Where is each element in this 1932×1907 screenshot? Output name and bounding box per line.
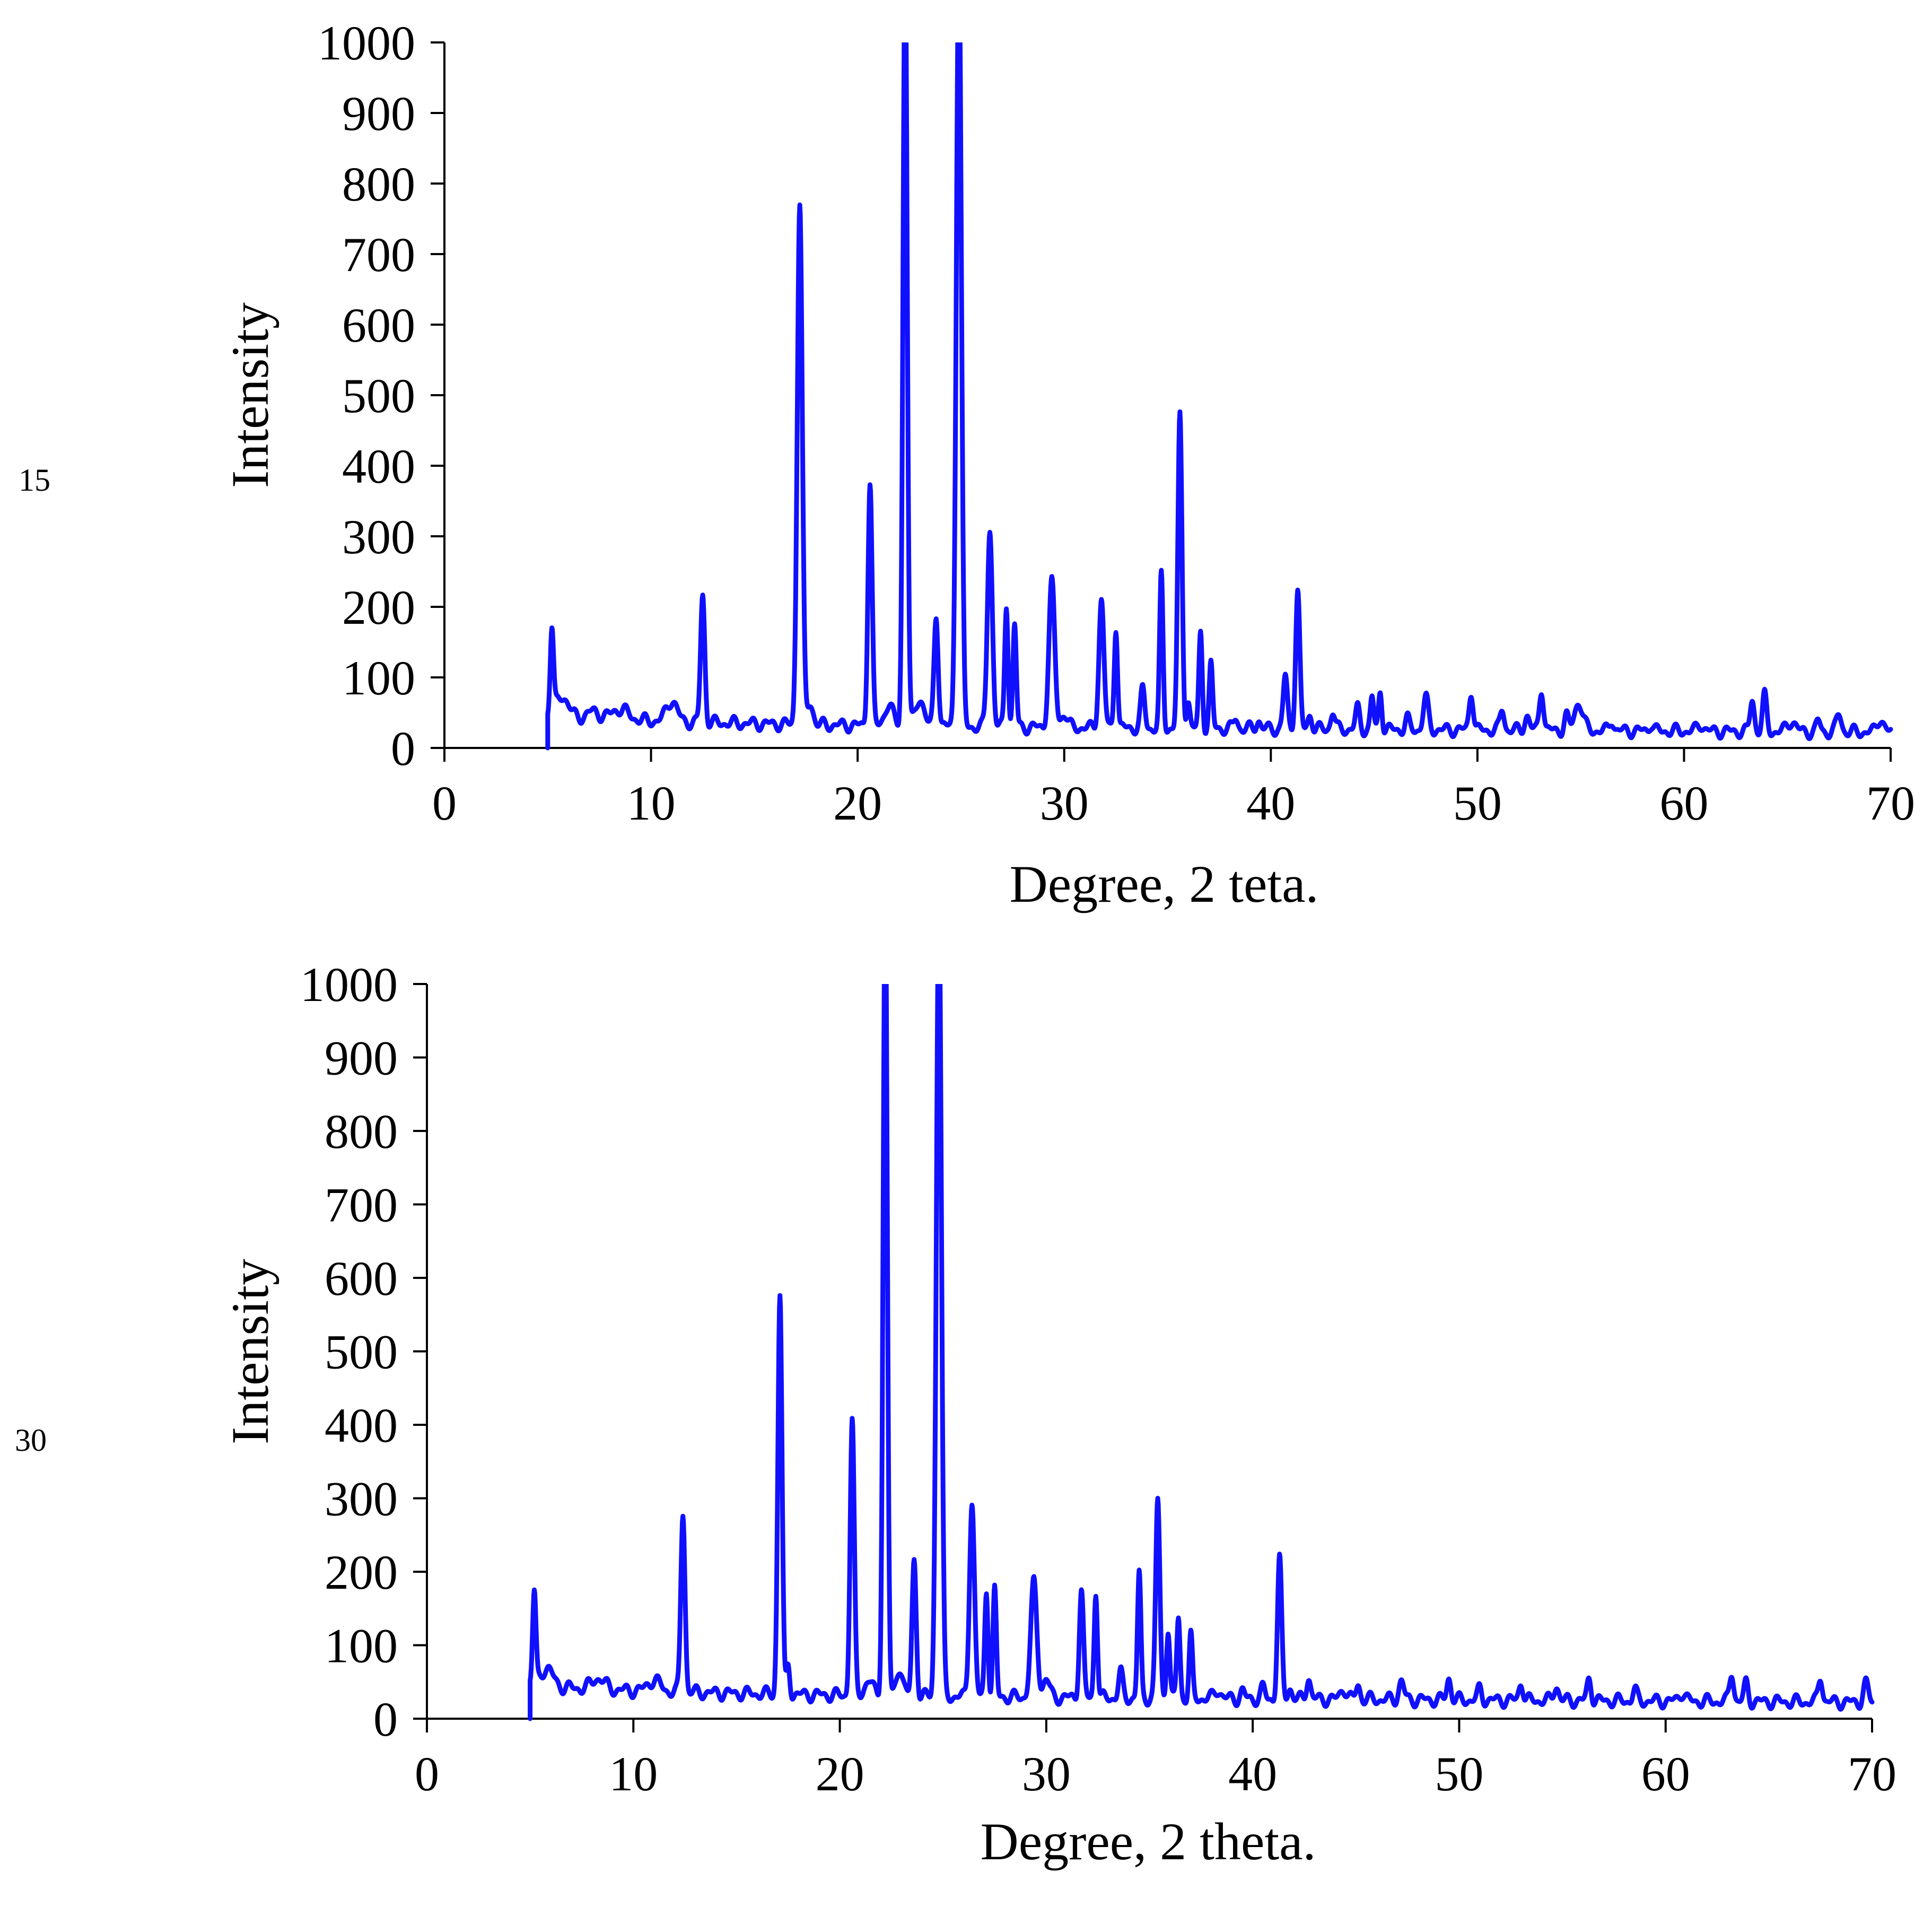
y-axis-title: Intensity: [221, 302, 279, 488]
x-tick-label: 50: [1453, 776, 1502, 830]
x-axis-title: Degree, 2 teta.: [1009, 855, 1318, 913]
y-tick-label: 600: [342, 298, 415, 352]
y-tick-label: 500: [325, 1325, 398, 1379]
y-tick-label: 1000: [300, 957, 398, 1012]
x-tick-label: 20: [816, 1747, 864, 1801]
y-tick-label: 200: [342, 580, 415, 634]
y-tick-label: 300: [325, 1472, 398, 1526]
y-tick-label: 600: [325, 1251, 398, 1305]
y-tick-label: 100: [342, 651, 415, 705]
x-tick-label: 60: [1641, 1747, 1690, 1801]
y-ticks: 0 100 200 300 400 500 600 700 800 900 1000: [300, 957, 427, 1746]
x-ticks: 0 10 20 30 40 50 60 70: [415, 1719, 1896, 1801]
panel-label: 15: [19, 463, 50, 498]
series-group: [545, 42, 1893, 751]
y-tick-label: 300: [342, 510, 415, 564]
y-tick-label: 100: [325, 1619, 398, 1673]
panel-label: 30: [15, 1423, 47, 1458]
x-tick-label: 40: [1246, 776, 1295, 830]
x-tick-label: 10: [609, 1747, 658, 1801]
y-tick-label: 400: [342, 439, 415, 493]
y-tick-label: 400: [325, 1398, 398, 1452]
chart-panel-30: 30 Intensity Degree, 2 theta. 0100200300…: [15, 957, 1896, 1871]
y-tick-label: 700: [325, 1178, 398, 1232]
y-tick-label: 500: [342, 369, 415, 423]
diffraction-line: [545, 42, 1893, 751]
x-tick-label: 60: [1659, 776, 1708, 830]
y-tick-label: 1000: [318, 16, 415, 70]
axes: [426, 984, 1872, 1720]
x-tick-label: 70: [1848, 1747, 1896, 1801]
diffraction-line: [528, 984, 1875, 1721]
y-tick-label: 700: [342, 228, 415, 282]
x-tick-label: 0: [432, 776, 457, 830]
x-tick-label: 30: [1022, 1747, 1071, 1801]
x-ticks: 0 10 20 30 40 50 60 70: [432, 748, 1915, 830]
axes: [443, 42, 1891, 749]
y-tick-label: 0: [391, 721, 415, 776]
chart-panel-15: 15 Intensity Degree, 2 teta. 01002003004…: [19, 16, 1915, 913]
y-tick-label: 900: [325, 1031, 398, 1085]
y-tick-label: 900: [342, 86, 415, 141]
x-tick-label: 10: [627, 776, 676, 830]
y-tick-label: 800: [325, 1104, 398, 1159]
x-tick-label: 50: [1435, 1747, 1483, 1801]
x-tick-label: 40: [1228, 1747, 1277, 1801]
y-axis-title: Intensity: [221, 1259, 279, 1444]
x-tick-label: 70: [1866, 776, 1915, 830]
y-tick-label: 200: [325, 1545, 398, 1599]
x-axis-title: Degree, 2 theta.: [980, 1812, 1316, 1871]
series-group: [528, 984, 1875, 1721]
y-ticks: 0 100 200 300 400 500 600 700 800 900 1000: [318, 16, 444, 776]
x-tick-label: 30: [1040, 776, 1089, 830]
y-tick-label: 0: [373, 1692, 398, 1746]
x-tick-label: 0: [415, 1747, 439, 1801]
x-tick-label: 20: [833, 776, 882, 830]
y-tick-label: 800: [342, 157, 415, 211]
